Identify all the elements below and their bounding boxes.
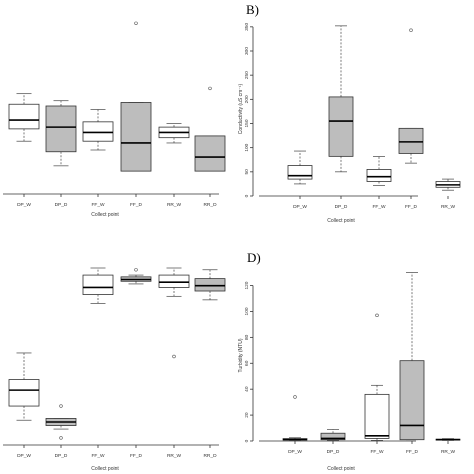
iqr-box (398, 127, 424, 154)
x-tick-label-ff-d: FF_D (130, 202, 143, 208)
y-tick-label: 0 (244, 194, 250, 197)
x-tick-label-ff-w: FF_W (91, 202, 105, 208)
outlier-point (208, 86, 212, 91)
outlier-point (134, 268, 138, 272)
x-axis-title: Collect point (327, 218, 355, 224)
x-axis-title: Collect point (91, 466, 119, 472)
iqr-box (194, 278, 226, 292)
outlier-point (59, 404, 63, 408)
box-rr-d (194, 269, 226, 301)
x-tick-label-ff-d: FF_D (405, 204, 418, 210)
box-dp-d (45, 100, 77, 167)
box-ff-w (82, 109, 114, 151)
outlier-point (375, 313, 379, 318)
x-axis-title: Collect point (327, 466, 355, 472)
y-tick-label: 50 (244, 169, 250, 175)
box-ff-d (120, 21, 152, 172)
x-tick-label-dp-d: DP_D (55, 453, 68, 459)
x-tick-label-ff-d: FF_D (130, 453, 143, 459)
box-rr-w (435, 438, 461, 441)
panel-b: B) 0 50 100 150 200 250 300 350 Conductivity (uS … (238, 2, 461, 224)
y-tick-label: 60 (244, 360, 250, 366)
outlier-point (409, 28, 413, 32)
x-tick-label-ff-w: FF_W (91, 453, 105, 459)
box-dp-w (282, 395, 308, 441)
panel-letter: B) (246, 2, 259, 17)
x-tick-label-dp-w: DP_W (288, 449, 302, 455)
y-tick-label: 100 (244, 143, 250, 151)
iqr-box (399, 360, 425, 441)
y-tick-label: 200 (244, 95, 250, 103)
panel-a: Collect point DP_W DP_D FF_W FF_D RR_W RR_D (3, 21, 226, 218)
x-tick-label-dp-d: DP_D (55, 202, 68, 208)
y-tick-label: 20 (244, 412, 250, 418)
x-tick-label-rr-w: RR_W (441, 204, 456, 210)
box-dp-d (328, 25, 354, 173)
box-rr-w (158, 267, 190, 359)
outlier-point (172, 354, 176, 359)
box-dp-d (45, 404, 77, 440)
iqr-box (364, 393, 390, 439)
x-tick-label-rr-w: RR_W (167, 202, 182, 208)
x-tick-label-rr-w: RR_W (441, 449, 456, 455)
y-tick-label: 250 (244, 71, 250, 79)
iqr-box (120, 102, 152, 172)
panel-d: D) 0 20 40 60 80 100 120 Turbidity (NTU) Collect … (238, 250, 461, 472)
y-axis-title: Conductivity (uS cm⁻¹) (238, 83, 244, 134)
x-tick-label-ff-w: FF_W (370, 449, 384, 455)
x-tick-label-rr-w: RR_W (167, 453, 182, 459)
iqr-box (158, 274, 190, 288)
iqr-box (287, 165, 313, 180)
box-ff-w (364, 313, 390, 441)
x-tick-label-dp-w: DP_W (17, 202, 31, 208)
iqr-box (8, 379, 40, 407)
y-tick-label: 300 (244, 47, 250, 55)
x-tick-label-rr-d: RR_D (203, 202, 217, 208)
box-dp-d (320, 428, 346, 441)
box-dp-w (287, 150, 313, 185)
y-tick-label: 150 (244, 119, 250, 127)
x-tick-label-dp-d: DP_D (327, 449, 340, 455)
box-ff-d (398, 28, 424, 164)
iqr-box (82, 274, 114, 295)
y-tick-label: 100 (244, 307, 250, 315)
box-ff-w (366, 156, 392, 186)
outlier-point (134, 21, 138, 25)
y-tick-label: 350 (244, 23, 250, 31)
x-tick-label-ff-w: FF_W (372, 204, 386, 210)
box-rr-w (158, 123, 190, 144)
iqr-box (194, 135, 226, 172)
iqr-box (366, 169, 392, 182)
box-ff-d (399, 272, 425, 441)
outlier-point (59, 436, 63, 440)
iqr-box (8, 103, 40, 130)
box-ff-w (82, 267, 114, 304)
y-tick-label: 40 (244, 386, 250, 392)
iqr-box (328, 96, 354, 157)
box-dp-w (8, 352, 40, 421)
x-tick-label-dp-d: DP_D (335, 204, 348, 210)
x-tick-label-dp-w: DP_W (293, 204, 307, 210)
x-tick-label-rr-d: RR_D (203, 453, 217, 459)
outlier-point (293, 395, 297, 399)
box-rr-d (194, 86, 226, 172)
x-tick-label-ff-d: FF_D (406, 449, 419, 455)
x-tick-label-dp-w: DP_W (17, 453, 31, 459)
y-axis-title: Turbidity (NTU) (238, 338, 244, 372)
panel-letter: D) (247, 250, 261, 265)
x-axis-title: Collect point (91, 212, 119, 218)
box-rr-w (435, 178, 461, 191)
iqr-box (320, 432, 346, 441)
panel-c: Collect point DP_W DP_D FF_W FF_D RR_W RR_D (3, 267, 226, 472)
box-dp-w (8, 93, 40, 142)
iqr-box (82, 121, 114, 142)
iqr-box (45, 105, 77, 153)
y-tick-label: 120 (244, 281, 250, 289)
y-tick-label: 80 (244, 334, 250, 340)
y-tick-label: 0 (244, 439, 250, 442)
box-ff-d (120, 268, 152, 285)
